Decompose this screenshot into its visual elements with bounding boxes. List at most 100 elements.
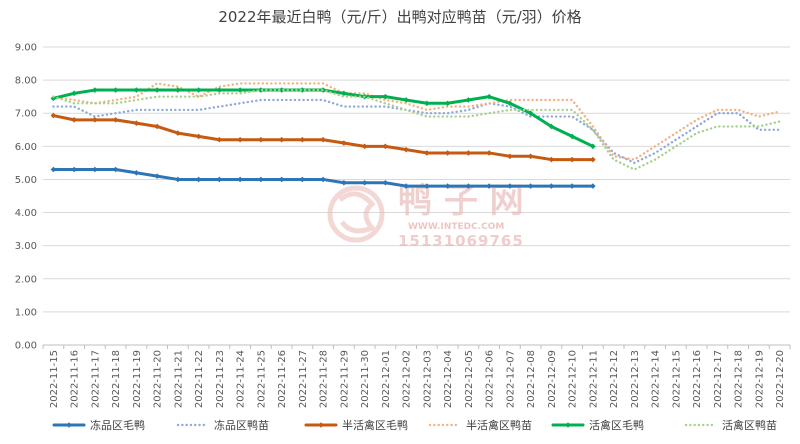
legend-item: 半活禽区毛鸭 (304, 418, 408, 432)
data-point (341, 140, 347, 146)
data-point (403, 183, 409, 189)
data-point (92, 87, 98, 93)
data-point (258, 176, 264, 183)
data-point (486, 93, 492, 100)
data-point (569, 156, 575, 163)
watermark-title: 鸭 子 网 (398, 181, 524, 221)
data-point (154, 87, 160, 93)
data-point (175, 130, 181, 136)
data-point (382, 93, 389, 100)
data-point (154, 173, 160, 179)
x-tick-label: 2022-11-27 (298, 350, 309, 408)
data-point (465, 150, 472, 156)
x-axis-ticks: 2022-11-15 2022-11-16 2022-11-17 2022-11-18… (42, 345, 791, 408)
data-point (361, 143, 368, 150)
data-point (50, 95, 57, 102)
series-冻品区毛鸭 (50, 166, 596, 189)
data-point (507, 183, 513, 189)
legend-item: 活禽区鸭苗 (684, 418, 777, 432)
data-point (424, 150, 430, 156)
watermark-phone: 15131069765 (398, 232, 524, 250)
legend-label: 半活禽区毛鸭 (342, 418, 408, 432)
x-tick-label: 2022-12-13 (630, 350, 641, 408)
x-tick-label: 2022-11-23 (215, 350, 226, 408)
gridlines (43, 46, 790, 346)
data-point (133, 170, 140, 176)
x-tick-label: 2022-11-26 (277, 350, 288, 408)
series-line (52, 88, 781, 171)
data-point (175, 87, 181, 93)
legend-marker (318, 422, 324, 428)
data-point (258, 136, 264, 143)
x-tick-label: 2022-11-28 (319, 350, 330, 408)
data-point (237, 87, 243, 93)
legend-item: 冻品区毛鸭 (52, 418, 145, 432)
x-tick-label: 2022-12-16 (692, 350, 703, 408)
data-point (237, 136, 243, 143)
data-point (590, 143, 596, 150)
y-tick-label: 8.00 (15, 76, 37, 87)
x-tick-label: 2022-11-21 (173, 350, 184, 408)
data-point (403, 97, 409, 103)
data-point (465, 97, 472, 103)
y-tick-label: 3.00 (15, 241, 37, 252)
data-point (507, 153, 513, 160)
x-tick-label: 2022-12-12 (609, 350, 620, 408)
data-point (112, 87, 119, 93)
data-point (216, 136, 223, 143)
data-point (569, 133, 575, 140)
y-tick-label: 2.00 (15, 274, 37, 285)
x-tick-label: 2022-11-15 (49, 350, 60, 408)
data-point (92, 166, 98, 173)
data-point (527, 110, 534, 117)
x-tick-label: 2022-12-06 (485, 350, 496, 408)
data-point (216, 87, 223, 93)
data-point (50, 112, 57, 119)
data-point (320, 176, 326, 183)
x-tick-label: 2022-11-25 (256, 350, 267, 408)
x-tick-label: 2022-11-20 (153, 350, 164, 408)
data-point (133, 87, 140, 93)
data-point (382, 143, 389, 150)
x-tick-label: 2022-11-22 (194, 350, 205, 408)
series-冻品区鸭苗 (52, 98, 781, 165)
data-point (299, 136, 306, 143)
x-tick-label: 2022-12-04 (443, 350, 454, 408)
y-tick-label: 9.00 (15, 43, 37, 54)
y-tick-label: 1.00 (15, 307, 37, 318)
data-point (444, 150, 451, 156)
data-point (444, 183, 451, 189)
data-point (527, 153, 534, 160)
x-tick-label: 2022-11-18 (111, 350, 122, 408)
y-tick-label: 4.00 (15, 208, 37, 219)
legend-label: 冻品区毛鸭 (90, 418, 145, 432)
series-line (52, 82, 781, 161)
watermark-site: WWW.INTEDC.COM (408, 222, 504, 232)
data-point (92, 117, 98, 123)
x-tick-label: 2022-11-24 (236, 350, 247, 408)
data-point (154, 123, 160, 130)
data-point (320, 136, 326, 143)
x-tick-label: 2022-12-07 (505, 350, 516, 408)
data-point (278, 87, 285, 93)
data-point (361, 179, 368, 186)
watermark-logo-icon (327, 185, 385, 243)
data-point (590, 183, 596, 189)
y-tick-label: 5.00 (15, 175, 37, 186)
y-tick-label: 0.00 (15, 341, 37, 352)
x-tick-label: 2022-11-30 (360, 350, 371, 408)
legend-marker (66, 422, 72, 428)
data-point (195, 133, 202, 140)
x-tick-label: 2022-12-19 (754, 350, 765, 408)
data-point (382, 179, 389, 186)
x-tick-label: 2022-12-05 (464, 350, 475, 408)
legend-label: 半活禽区鸭苗 (466, 418, 532, 432)
chart-title: 2022年最近白鸭（元/斤）出鸭对应鸭苗（元/羽）价格 (218, 8, 582, 26)
x-tick-label: 2022-11-29 (339, 350, 350, 408)
x-tick-label: 2022-12-17 (713, 350, 724, 408)
data-point (50, 166, 57, 173)
x-tick-label: 2022-12-03 (422, 350, 433, 408)
data-point (175, 176, 181, 183)
data-point (112, 117, 119, 123)
